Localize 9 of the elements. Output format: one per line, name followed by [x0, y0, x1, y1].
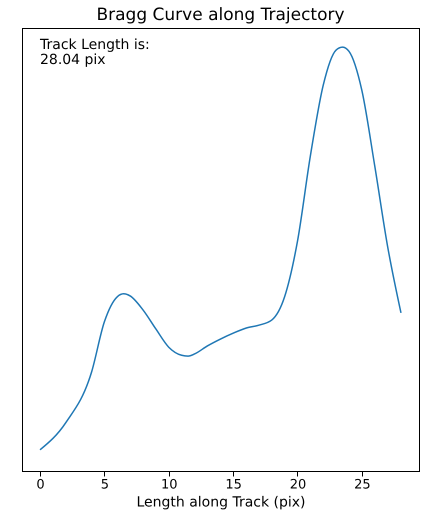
x-tick-label: 25 [354, 478, 371, 492]
x-tick-label: 5 [100, 478, 110, 492]
x-tick-label: 15 [225, 478, 242, 492]
x-tick-label: 0 [36, 478, 45, 492]
x-tick-label: 10 [160, 478, 178, 492]
annotation: Track Length is: 28.04 pix [39, 37, 150, 68]
chart-title: Bragg Curve along Trajectory [96, 5, 345, 25]
x-axis-title: Length along Track (pix) [136, 494, 306, 510]
x-tick-label: 20 [290, 478, 306, 492]
